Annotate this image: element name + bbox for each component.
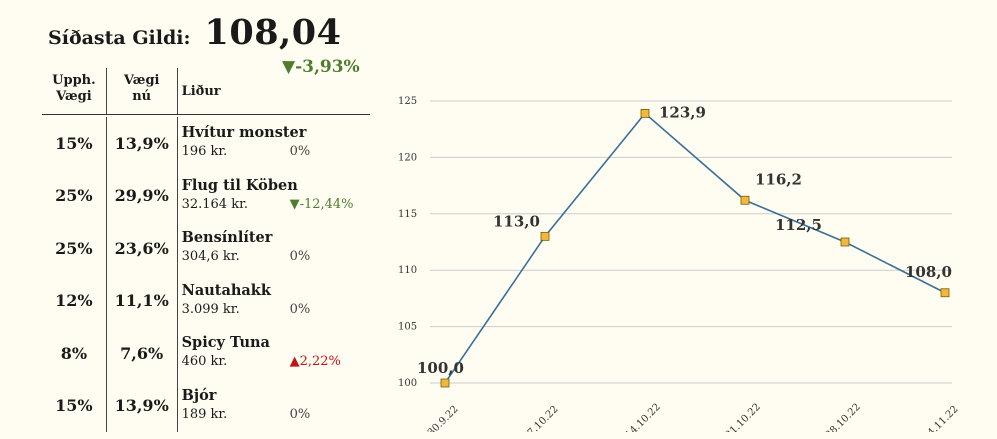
- x-tick-label: 30.9.22: [426, 404, 461, 432]
- current-weight: 13,9%: [105, 379, 177, 432]
- item-cell: Spicy Tuna 460 kr. ▲2,22%: [176, 327, 370, 380]
- item-details: 196 kr. 0%: [182, 143, 370, 160]
- current-weight: 11,1%: [105, 274, 177, 327]
- y-tick-label: 100: [398, 378, 417, 389]
- header: Síðasta Gildi: 108,04: [48, 12, 341, 53]
- last-value: 108,04: [204, 12, 342, 53]
- table-row: 8% 7,6% Spicy Tuna 460 kr. ▲2,22%: [42, 327, 370, 380]
- item-cell: Bjór 189 kr. 0%: [176, 379, 370, 432]
- x-tick-label: 7.10.22: [526, 404, 561, 432]
- item-details: 304,6 kr. 0%: [182, 248, 370, 265]
- item-price: 460 kr.: [181, 354, 228, 369]
- data-label: 108,0: [905, 263, 952, 281]
- header-current-weight-line1: Vægi: [123, 73, 160, 88]
- item-name: Flug til Köben: [181, 176, 298, 194]
- item-price: 196 kr.: [181, 144, 228, 159]
- item-name: Spicy Tuna: [181, 334, 270, 351]
- header-original-weight-line1: Upph.: [52, 73, 96, 88]
- item-details: 3.099 kr. 0%: [182, 301, 370, 318]
- index-line-chart: 100 105 110 115 120 125 30.9.22 7.10.22 14.10.22…: [398, 96, 960, 432]
- item-change: ▼-12,44%: [289, 196, 354, 212]
- item-price: 32.164 kr.: [181, 196, 248, 212]
- header-current-weight: Vægi nú: [105, 68, 177, 114]
- data-point: [540, 231, 550, 241]
- original-weight: 15%: [55, 396, 93, 416]
- item-name: Nautahakk: [181, 281, 271, 299]
- original-weight: 25%: [55, 186, 93, 206]
- x-tick-label: 4.11.22: [926, 404, 960, 432]
- weights-table: Upph. Vægi Vægi nú Liður 15% 13,9% Hvítur …: [42, 68, 370, 432]
- x-tick-label: 28.10.22: [824, 402, 863, 432]
- item-change: ▲2,22%: [289, 354, 341, 369]
- header-current-weight-line2: nú: [132, 89, 152, 104]
- header-original-weight: Upph. Vægi: [42, 68, 106, 114]
- table-body: 15% 13,9% Hvítur monster 196 kr. 0% 25% 29,9% F…: [42, 117, 370, 432]
- original-weight: 15%: [55, 133, 93, 153]
- data-point: [640, 109, 650, 118]
- y-tick-label: 125: [398, 96, 417, 107]
- data-label: 113,0: [493, 212, 540, 230]
- table-row: 15% 13,9% Bjór 189 kr. 0%: [42, 379, 370, 432]
- last-value-change: ▼-3,93%: [282, 57, 360, 77]
- data-point: [740, 195, 750, 205]
- series-line: [444, 112, 946, 384]
- data-point: [940, 288, 950, 298]
- item-price: 304,6 kr.: [181, 249, 240, 264]
- original-weight: 25%: [55, 238, 93, 258]
- current-weight: 13,9%: [105, 117, 177, 170]
- table-row: 25% 23,6% Bensínlíter 304,6 kr. 0%: [42, 222, 370, 275]
- item-details: 189 kr. 0%: [182, 406, 370, 423]
- item-cell: Flug til Köben 32.164 kr. ▼-12,44%: [176, 169, 370, 222]
- current-weight: 7,6%: [105, 327, 177, 380]
- current-weight: 23,6%: [105, 222, 177, 275]
- table-row: 25% 29,9% Flug til Köben 32.164 kr. ▼-12,44%: [42, 169, 370, 222]
- item-cell: Bensínlíter 304,6 kr. 0%: [176, 222, 370, 275]
- table-row: 12% 11,1% Nautahakk 3.099 kr. 0%: [42, 274, 370, 327]
- y-tick-label: 120: [398, 152, 417, 163]
- item-name: Hvítur monster: [181, 124, 307, 141]
- table-header: Upph. Vægi Vægi nú Liður: [42, 68, 370, 115]
- header-item: Liður: [176, 68, 370, 114]
- data-point: [840, 237, 850, 247]
- item-name: Bensínlíter: [181, 229, 273, 246]
- item-price: 189 kr.: [181, 406, 228, 422]
- data-label: 112,5: [775, 216, 822, 234]
- data-label: 100,0: [417, 359, 464, 377]
- y-tick-label: 110: [398, 265, 417, 276]
- original-weight: 12%: [55, 291, 93, 311]
- item-change: 0%: [289, 144, 311, 159]
- y-tick-label: 115: [398, 209, 417, 220]
- item-change: 0%: [289, 249, 311, 264]
- item-cell: Nautahakk 3.099 kr. 0%: [176, 274, 370, 327]
- header-original-weight-line2: Vægi: [56, 89, 92, 104]
- item-details: 32.164 kr. ▼-12,44%: [182, 196, 370, 213]
- table-row: 15% 13,9% Hvítur monster 196 kr. 0%: [42, 117, 370, 170]
- x-tick-label: 14.10.22: [624, 402, 663, 432]
- x-tick-label: 21.10.22: [724, 402, 763, 432]
- original-weight: 8%: [60, 343, 88, 363]
- item-change: 0%: [289, 301, 311, 317]
- item-details: 460 kr. ▲2,22%: [182, 353, 370, 370]
- current-weight: 29,9%: [105, 169, 177, 222]
- item-change: 0%: [289, 406, 311, 422]
- data-point: [440, 378, 450, 388]
- y-tick-label: 105: [398, 322, 417, 333]
- item-cell: Hvítur monster 196 kr. 0%: [176, 117, 370, 170]
- data-label: 123,9: [659, 103, 706, 121]
- data-label: 116,2: [755, 170, 802, 188]
- last-value-label: Síðasta Gildi:: [48, 27, 191, 49]
- item-name: Bjór: [181, 386, 217, 404]
- item-price: 3.099 kr.: [181, 301, 240, 317]
